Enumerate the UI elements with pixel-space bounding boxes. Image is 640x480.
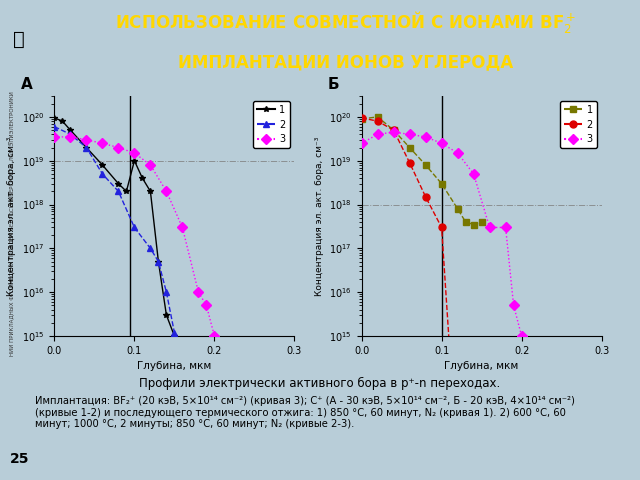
Legend: 1, 2, 3: 1, 2, 3 (253, 101, 289, 148)
Y-axis label: Концентрация эл. акт. бора, см⁻³: Концентрация эл. акт. бора, см⁻³ (315, 136, 324, 296)
Text: НИИ ПРИКЛАДНЫХ ФИЗИЧЕСКИХ ПРОБЛЕМ БЕЛГОСУНИВЕРСИТЕТА. ЛАБ. ЭПИЭЛЕКТРОНИКИ: НИИ ПРИКЛАДНЫХ ФИЗИЧЕСКИХ ПРОБЛЕМ БЕЛГОС… (9, 91, 13, 356)
Text: 25: 25 (10, 452, 29, 466)
Legend: 1, 2, 3: 1, 2, 3 (561, 101, 596, 148)
Text: 🌿: 🌿 (13, 30, 25, 49)
X-axis label: Глубина, мкм: Глубина, мкм (137, 361, 212, 371)
Text: ИМПЛАНТАЦИИ ИОНОВ УГЛЕРОДА: ИМПЛАНТАЦИИ ИОНОВ УГЛЕРОДА (178, 53, 513, 71)
Text: Имплантация: BF₂⁺ (20 кэВ, 5×10¹⁴ см⁻²) (кривая 3); C⁺ (А - 30 кэВ, 5×10¹⁴ см⁻²,: Имплантация: BF₂⁺ (20 кэВ, 5×10¹⁴ см⁻²) … (35, 396, 575, 429)
X-axis label: Глубина, мкм: Глубина, мкм (444, 361, 519, 371)
Y-axis label: Концентрация эл. акт. бора, см⁻³: Концентрация эл. акт. бора, см⁻³ (8, 136, 17, 296)
Text: Профили электрически активного бора в р⁺-n переходах.: Профили электрически активного бора в р⁺… (140, 377, 500, 390)
Text: Б: Б (328, 77, 340, 92)
Text: ИСПОЛЬЗОВАНИЕ СОВМЕСТНОЙ С ИОНАМИ BF$_2^+$: ИСПОЛЬЗОВАНИЕ СОВМЕСТНОЙ С ИОНАМИ BF$_2^… (115, 9, 576, 35)
Text: А: А (20, 77, 33, 92)
